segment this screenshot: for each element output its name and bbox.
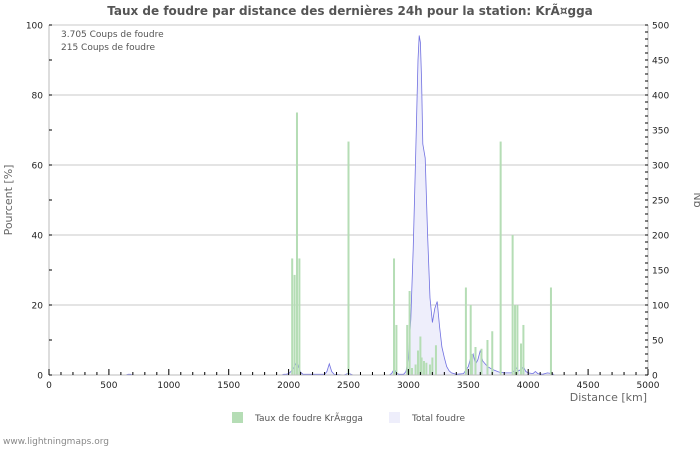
y2-tick-label: 200 [652,232,669,242]
x-tick-label: 4000 [517,381,540,391]
taux-bar [514,305,517,375]
taux-bar [298,258,301,375]
y-axis-label: Pourcent [%] [2,165,15,236]
taux-bar [549,287,552,375]
legend: Taux de foudre KrÃ¤gga Total foudre [232,412,465,424]
y2-tick-label: 400 [652,92,669,102]
legend-label-taux: Taux de foudre KrÃ¤gga [254,413,363,424]
taux-bar [347,141,350,375]
y-tick-label: 60 [32,162,44,172]
y2-axis-label: Nb [691,192,700,207]
y2-tick-label: 250 [652,197,669,207]
taux-bar [522,324,525,375]
y2-tick-label: 0 [652,372,658,382]
taux-bar [410,368,413,375]
taux-bar [434,345,437,375]
x-tick-label: 1500 [217,381,240,391]
taux-bar [408,291,411,375]
x-tick-label: 500 [100,381,117,391]
x-tick-label: 1000 [157,381,180,391]
x-tick-label: 3500 [457,381,480,391]
taux-bar [393,258,396,375]
y-tick-label: 20 [32,302,44,312]
taux-bar [295,112,298,375]
taux-bar [480,348,483,375]
y-tick-label: 40 [32,232,44,242]
x-tick-label: 4500 [577,381,600,391]
taux-bar [420,357,423,375]
taux-bar [469,305,472,375]
x-tick-label: 5000 [637,381,660,391]
taux-bar [470,354,473,375]
taux-bar [293,274,296,375]
taux-bar [464,287,467,375]
taux-bar [486,340,489,375]
legend-label-total: Total foudre [411,414,465,424]
taux-bar [516,305,519,375]
taux-bar [419,336,422,375]
y-tick-label: 100 [26,22,43,32]
taux-bar [395,324,398,375]
y2-tick-label: 350 [652,127,669,137]
legend-swatch-total [389,412,400,423]
y-tick-label: 80 [32,92,44,102]
info-line-total: 3.705 Coups de foudre [61,30,164,40]
taux-bar [520,343,523,375]
taux-bar [414,364,417,375]
taux-bar [511,235,514,375]
taux-bar [474,347,477,375]
y2-tick-label: 300 [652,162,669,172]
y2-tick-label: 100 [652,302,669,312]
y-tick-label: 0 [37,372,43,382]
axes: 0204060801000501001502002503003504004505… [2,22,700,405]
chart-title: Taux de foudre par distance des dernière… [107,4,593,18]
taux-bar [425,362,428,375]
x-tick-label: 2000 [277,381,300,391]
taux-bar [428,364,431,375]
y2-tick-label: 50 [652,337,664,347]
taux-bar [422,361,425,375]
watermark: www.lightningmaps.org [3,437,109,447]
taux-bar [491,331,494,375]
x-tick-label: 3000 [397,381,420,391]
taux-bar [291,258,294,375]
x-axis-label: Distance [km] [570,391,647,404]
taux-bar [406,324,409,375]
x-tick-label: 2500 [337,381,360,391]
y2-tick-label: 150 [652,267,669,277]
x-tick-label: 0 [46,381,52,391]
taux-bar [431,357,434,375]
taux-bar [416,350,419,375]
y2-tick-label: 500 [652,22,669,32]
y2-tick-label: 450 [652,57,669,67]
info-line-station: 215 Coups de foudre [61,43,156,53]
taux-bars-series [291,112,552,375]
legend-swatch-taux [232,412,243,423]
taux-bar [499,141,502,375]
